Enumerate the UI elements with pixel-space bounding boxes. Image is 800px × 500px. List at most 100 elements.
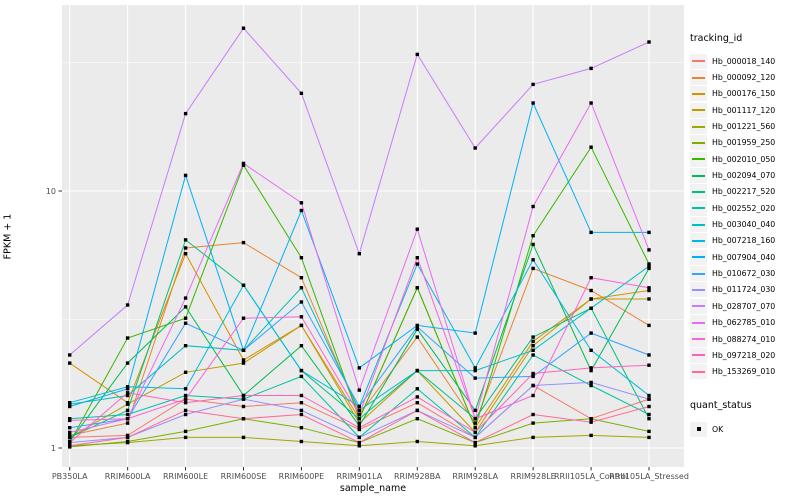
data-point-marker [125, 361, 130, 365]
legend-line-swatch-icon [692, 256, 705, 259]
legend-key-box [690, 315, 707, 331]
x-tick-label: RRIM901LA [336, 472, 382, 481]
data-point-marker [473, 417, 477, 421]
data-point-marker [415, 327, 419, 331]
x-tick-label: RRIM600LE [163, 472, 208, 481]
data-point-marker [357, 421, 361, 425]
data-point-marker [299, 412, 304, 417]
data-point-marker [415, 227, 419, 231]
data-point-marker [183, 412, 188, 417]
data-point-marker [241, 316, 246, 320]
data-point-marker [647, 393, 651, 398]
legend-item-label: Hb_000018_140 [712, 56, 776, 66]
data-point-marker [125, 412, 130, 417]
legend-item-label: Hb_007904_040 [712, 252, 776, 262]
data-point-marker [357, 252, 361, 256]
data-point-marker [589, 297, 593, 301]
data-point-marker [473, 408, 477, 413]
data-point-marker [531, 412, 535, 417]
data-point-marker [415, 256, 419, 260]
legend-item-Hb_002010_050: Hb_002010_050 [690, 151, 775, 167]
data-point-marker [68, 404, 72, 409]
x-tick-label: RRIM600LA [105, 472, 151, 481]
legend-line-swatch-icon [692, 207, 705, 210]
legend-item-Hb_010672_030: Hb_010672_030 [690, 265, 775, 282]
data-point-marker [415, 262, 419, 266]
data-point-marker [473, 440, 477, 445]
data-point-marker [183, 246, 188, 250]
data-point-marker [647, 262, 651, 266]
data-point-marker [357, 444, 361, 448]
data-point-marker [125, 336, 130, 340]
data-point-marker [125, 433, 130, 438]
data-point-marker [183, 305, 188, 309]
legend-line-swatch-icon [692, 76, 705, 79]
legend-key-box [690, 200, 707, 216]
y-tick-label: 1 [51, 444, 56, 453]
data-point-marker [589, 66, 593, 71]
data-point-marker [299, 208, 304, 213]
data-point-marker [531, 371, 535, 376]
data-point-marker [299, 393, 304, 398]
data-point-marker [647, 323, 651, 328]
data-point-marker [415, 395, 419, 399]
legend-key-box [690, 266, 707, 282]
data-point-marker [473, 376, 477, 380]
data-point-marker [68, 444, 72, 448]
data-point-marker [68, 426, 72, 430]
data-point-marker [183, 173, 188, 178]
data-point-marker [299, 401, 304, 405]
data-point-marker [68, 435, 72, 440]
data-point-marker [299, 201, 304, 205]
legend-item-Hb_088274_010: Hb_088274_010 [690, 331, 775, 347]
data-point-marker [183, 296, 188, 300]
data-point-marker [68, 361, 72, 365]
data-point-marker [183, 408, 188, 413]
legend-key-box [690, 151, 707, 167]
data-point-marker [473, 421, 477, 425]
legend-item-label: Hb_153269_010 [712, 367, 776, 377]
x-tick-label: RRIM928LA [452, 472, 498, 481]
data-point-marker [473, 366, 477, 370]
data-point-marker [183, 316, 188, 320]
data-point-marker [357, 435, 361, 440]
data-point-marker [299, 426, 304, 430]
legend-item-Hb_002552_020: Hb_002552_020 [690, 200, 775, 216]
legend-key-box [690, 119, 707, 135]
data-point-marker [357, 388, 361, 392]
legend-key-box [690, 421, 707, 437]
data-point-marker [299, 323, 304, 328]
data-point-marker [647, 363, 651, 367]
legend-key-box [690, 364, 707, 380]
data-point-marker [68, 418, 72, 423]
data-point-marker [647, 417, 651, 421]
legend-item-quant-ok: OK [690, 421, 723, 437]
legend-line-swatch-icon [692, 321, 705, 324]
legend-item-Hb_028707_070: Hb_028707_070 [690, 298, 775, 314]
x-tick-label: PB350LA [52, 472, 88, 481]
data-point-marker [299, 91, 304, 95]
data-point-marker [473, 426, 477, 430]
data-point-marker [241, 435, 246, 440]
data-point-marker [647, 435, 651, 440]
legend-item-Hb_003040_040: Hb_003040_040 [690, 216, 776, 233]
data-point-marker [647, 248, 651, 252]
data-point-marker [531, 344, 535, 348]
data-point-marker [531, 353, 535, 357]
data-point-marker [589, 276, 593, 280]
data-point-marker [125, 385, 130, 389]
data-point-marker [299, 374, 304, 379]
data-point-marker [647, 230, 651, 235]
data-point-marker [647, 288, 651, 293]
legend-item-label: Hb_002094_070 [712, 171, 776, 181]
legend-key-box [690, 70, 707, 86]
data-point-marker [125, 421, 130, 425]
legend-items: Hb_000018_140 Hb_000092_120 Hb_000176_150 H… [690, 53, 775, 380]
data-point-marker [68, 401, 72, 405]
legend-key-box [690, 249, 707, 265]
legend-item-label: Hb_011724_030 [712, 285, 776, 295]
legend-item-label: Hb_003040_040 [712, 220, 776, 230]
data-point-marker [183, 238, 188, 242]
data-point-marker [241, 397, 246, 401]
